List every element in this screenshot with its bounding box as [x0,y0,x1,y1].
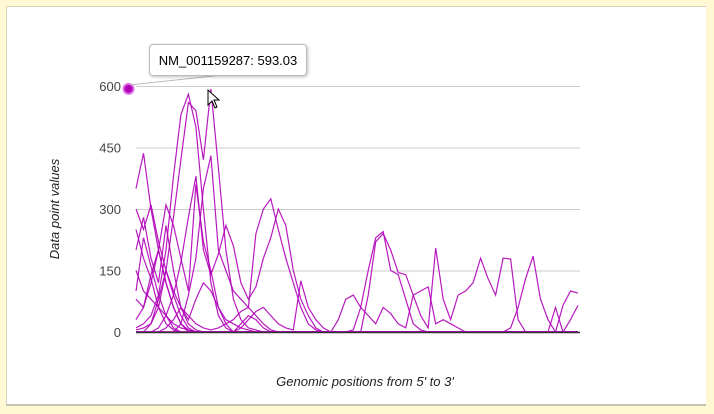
series-line[interactable] [135,184,578,333]
tooltip: NM_001159287: 593.03 [149,44,307,76]
y-tick-label: 600 [99,79,121,94]
x-axis-title: Genomic positions from 5' to 3' [276,374,454,389]
series-line[interactable] [136,230,578,333]
chart-container [6,6,706,406]
highlighted-data-point[interactable] [122,82,135,95]
y-axis-ticks: 0 150 300 450 600 [99,79,121,340]
y-tick-label: 300 [99,202,121,217]
y-tick-label: 0 [114,325,121,340]
y-tick-label: 450 [99,141,121,156]
y-tick-label: 150 [99,264,121,279]
y-axis-title: Data point values [47,158,62,259]
data-series[interactable] [135,88,579,334]
mouse-cursor-icon [207,88,221,109]
tooltip-text: NM_001159287: 593.03 [158,52,298,68]
series-line[interactable] [135,92,578,333]
series-line[interactable] [135,88,578,333]
